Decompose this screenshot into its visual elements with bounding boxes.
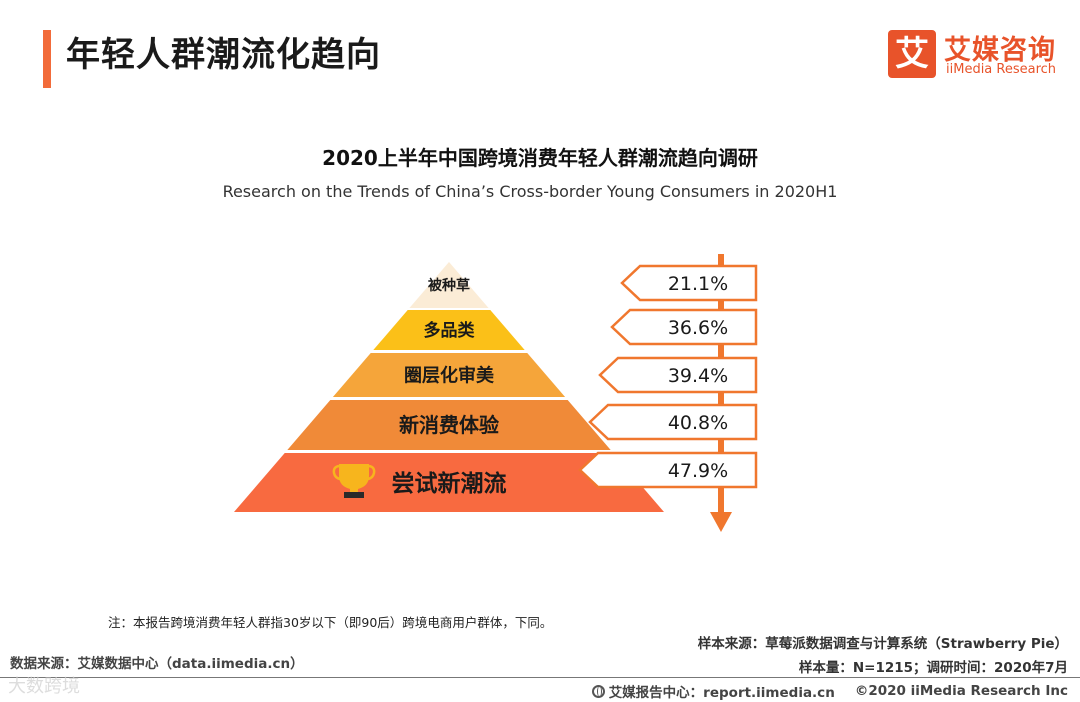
pyramid-label-5: 尝试新潮流 — [392, 470, 507, 497]
value-label-2: 36.6% — [668, 317, 728, 339]
value-tag-3 — [598, 356, 758, 394]
brand-logo: 艾 艾媒咨询 iiMedia Research — [888, 30, 1073, 82]
value-label-1: 21.1% — [668, 273, 728, 295]
value-label-4: 40.8% — [668, 412, 728, 434]
page-title: 年轻人群潮流化趋向 — [66, 35, 381, 75]
globe-icon — [591, 684, 605, 698]
pyramid-label-1: 被种草 — [428, 277, 470, 294]
pyramid-layer-3 — [332, 353, 566, 397]
logo-name-cn: 艾媒咨询 — [944, 35, 1056, 66]
value-tag-4 — [588, 403, 758, 441]
chart-subtitle: Research on the Trends of China’s Cross-… — [222, 182, 838, 201]
footnote: 注：本报告跨境消费年轻人群指30岁以下（即90后）跨境电商用户群体，下同。 — [108, 615, 553, 630]
watermark: 大数跨境 — [8, 676, 80, 697]
pyramid-label-4: 新消费体验 — [399, 413, 499, 437]
value-label-5: 47.9% — [668, 460, 728, 482]
value-tag-1 — [620, 264, 758, 302]
value-label-3: 39.4% — [668, 365, 728, 387]
chart-title: 2020上半年中国跨境消费年轻人群潮流趋向调研 — [322, 146, 758, 170]
report-center-link[interactable]: 艾媒报告中心：report.iimedia.cn — [608, 685, 835, 701]
pyramid-label-3: 圈层化审美 — [404, 364, 494, 386]
pyramid-layer-2 — [373, 310, 525, 350]
title-accent-bar — [43, 30, 51, 88]
value-tag-5 — [578, 451, 758, 489]
trophy-icon — [332, 464, 376, 498]
logo-mark-icon: 艾 — [888, 30, 936, 78]
sample-source: 样本来源：草莓派数据调查与计算系统（Strawberry Pie） — [697, 636, 1068, 652]
data-source: 数据来源：艾媒数据中心（data.iimedia.cn） — [10, 656, 304, 672]
logo-name-en: iiMedia Research — [946, 62, 1057, 77]
trend-arrow-icon — [710, 512, 732, 532]
copyright: ©2020 iiMedia Research Inc — [854, 683, 1068, 699]
pyramid-layer-1 — [409, 262, 489, 308]
sample-size: 样本量：N=1215；调研时间：2020年7月 — [798, 660, 1068, 676]
pyramid-layer-4 — [287, 400, 611, 450]
pyramid-label-2: 多品类 — [424, 320, 476, 341]
footer-info: 艾媒报告中心：report.iimedia.cn ©2020 iiMedia R… — [591, 681, 1068, 701]
footer-divider — [0, 677, 1080, 678]
value-tag-2 — [610, 308, 758, 346]
